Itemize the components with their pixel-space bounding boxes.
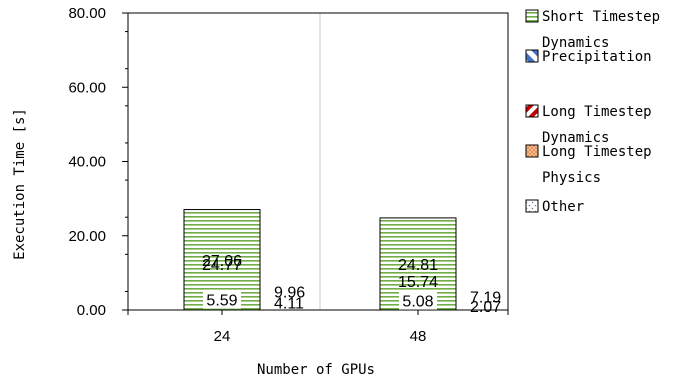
data-label-precipitation: 9.96 <box>274 285 305 302</box>
legend-label-long-timestep-physics: Long Timestep <box>542 144 652 160</box>
x-axis-label: Number of GPUs <box>257 362 375 378</box>
y-tick-label: 0.00 <box>77 302 106 319</box>
y-tick-label: 80.00 <box>68 5 106 22</box>
data-label-long-timestep-physics: 24.77 <box>202 257 242 274</box>
y-tick-label: 20.00 <box>68 228 106 245</box>
y-tick-label: 40.00 <box>68 154 106 171</box>
data-label-precipitation: 7.19 <box>470 290 501 307</box>
legend-swatch-long-timestep-physics <box>525 144 539 158</box>
legend-label-other: Other <box>542 199 584 215</box>
data-label-other: 5.08 <box>402 294 433 311</box>
legend-label-long-timestep-dynamics: Dynamics <box>542 130 609 146</box>
legend-label-long-timestep-dynamics: Long Timestep <box>542 104 652 120</box>
data-label-short-timestep-dynamics: 27.06 <box>202 253 242 270</box>
data-label-long-timestep-dynamics: 4.11 <box>274 295 304 312</box>
data-label-bg <box>399 291 437 310</box>
x-tick-label: 24 <box>214 328 231 345</box>
legend-swatch-short-timestep-dynamics <box>525 9 539 23</box>
x-tick-label: 48 <box>410 328 427 345</box>
data-label-short-timestep-dynamics: 24.81 <box>398 257 438 274</box>
legend-swatch-precipitation <box>525 49 539 63</box>
data-label-long-timestep-dynamics: 2.07 <box>470 299 501 316</box>
legend-label-long-timestep-physics: Physics <box>542 170 601 186</box>
y-tick-label: 60.00 <box>68 79 106 96</box>
data-label-other: 5.59 <box>206 293 237 310</box>
data-labels: 5.59 24.77 4.119.96 27.06 5.08 15.74 2.077.19 2… <box>202 253 501 316</box>
axes: 0.00 20.00 40.00 60.00 80.00 24 48 <box>68 5 509 345</box>
data-label-long-timestep-physics: 15.74 <box>398 274 438 291</box>
legend-label-precipitation: Precipitation <box>542 49 652 65</box>
data-label-bg <box>203 290 241 309</box>
legend-swatch-long-timestep-dynamics <box>525 104 539 118</box>
legend: Short TimestepDynamicsPrecipitationLong … <box>525 9 660 215</box>
legend-swatch-other <box>525 199 539 213</box>
legend-label-short-timestep-dynamics: Dynamics <box>542 35 609 51</box>
legend-label-short-timestep-dynamics: Short Timestep <box>542 9 660 25</box>
y-axis-label: Execution Time [s] <box>12 108 28 260</box>
